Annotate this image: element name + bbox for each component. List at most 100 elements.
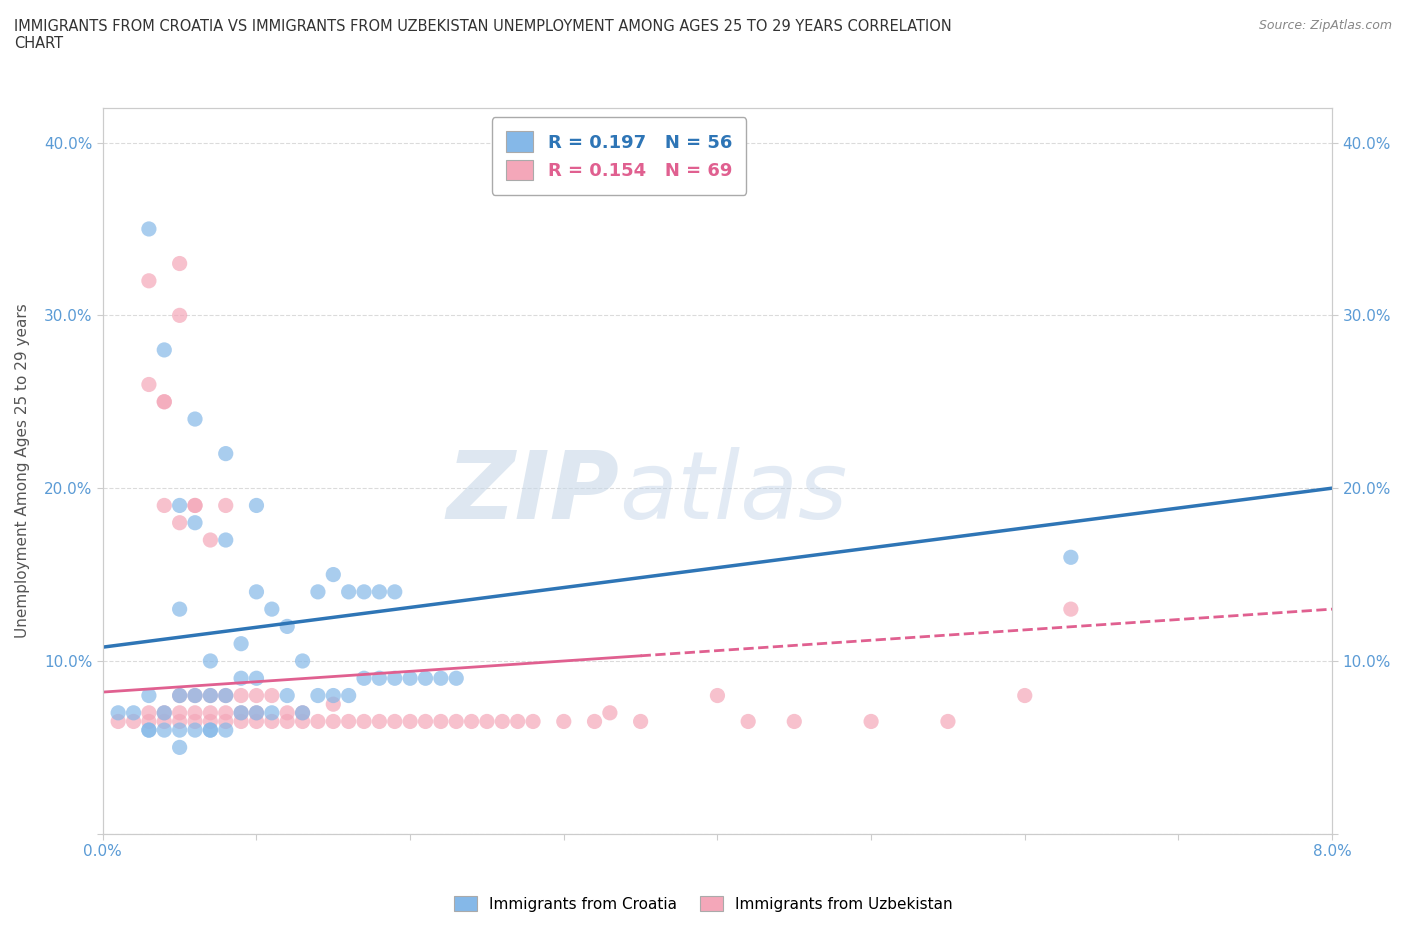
Y-axis label: Unemployment Among Ages 25 to 29 years: Unemployment Among Ages 25 to 29 years (15, 303, 30, 638)
Point (215, 498, 238, 512)
Point (169, 705, 191, 720)
Point (184, 515, 207, 530)
Point (229, 671, 252, 685)
Point (384, 671, 406, 685)
Point (353, 671, 375, 685)
Point (291, 714, 314, 729)
Point (184, 688, 207, 703)
Point (107, 705, 129, 720)
Point (337, 584, 360, 599)
Point (200, 705, 222, 720)
Point (291, 654, 314, 669)
Point (153, 705, 176, 720)
Point (307, 714, 329, 729)
Point (491, 714, 513, 729)
Point (430, 671, 453, 685)
Point (184, 688, 207, 703)
Point (245, 705, 267, 720)
Point (245, 714, 267, 729)
Point (138, 714, 160, 729)
Point (122, 705, 145, 720)
Point (368, 714, 391, 729)
Point (138, 221, 160, 236)
Point (184, 498, 207, 512)
Point (384, 584, 406, 599)
Point (276, 688, 298, 703)
Point (245, 705, 267, 720)
Point (399, 714, 422, 729)
Point (169, 308, 191, 323)
Point (399, 671, 422, 685)
Point (169, 714, 191, 729)
Point (415, 714, 437, 729)
Point (138, 273, 160, 288)
Point (444, 671, 467, 685)
Point (184, 723, 207, 737)
Point (138, 723, 160, 737)
Point (860, 714, 883, 729)
Point (215, 446, 238, 461)
Point (307, 688, 329, 703)
Point (153, 723, 176, 737)
Text: ZIP: ZIP (446, 446, 619, 538)
Point (215, 688, 238, 703)
Text: Source: ZipAtlas.com: Source: ZipAtlas.com (1258, 19, 1392, 32)
Point (169, 256, 191, 271)
Point (184, 498, 207, 512)
Text: IMMIGRANTS FROM CROATIA VS IMMIGRANTS FROM UZBEKISTAN UNEMPLOYMENT AMONG AGES 25: IMMIGRANTS FROM CROATIA VS IMMIGRANTS FR… (14, 19, 952, 51)
Point (291, 705, 314, 720)
Point (291, 705, 314, 720)
Point (184, 705, 207, 720)
Point (200, 688, 222, 703)
Point (737, 714, 759, 729)
Point (153, 394, 176, 409)
Point (215, 705, 238, 720)
Point (200, 654, 222, 669)
Point (229, 705, 252, 720)
Point (599, 705, 621, 720)
Point (153, 342, 176, 357)
Point (1014, 688, 1036, 703)
Point (260, 688, 283, 703)
Point (337, 714, 360, 729)
Point (200, 533, 222, 548)
Point (169, 740, 191, 755)
Point (415, 671, 437, 685)
Point (169, 723, 191, 737)
Point (122, 714, 145, 729)
Point (229, 714, 252, 729)
Point (368, 671, 391, 685)
Point (276, 714, 298, 729)
Legend: R = 0.197   N = 56, R = 0.154   N = 69: R = 0.197 N = 56, R = 0.154 N = 69 (492, 117, 747, 195)
Point (184, 714, 207, 729)
Point (169, 498, 191, 512)
Point (229, 688, 252, 703)
Point (184, 412, 207, 427)
Point (506, 714, 529, 729)
Point (384, 714, 406, 729)
Point (460, 714, 482, 729)
Point (322, 697, 344, 711)
Point (353, 714, 375, 729)
Point (138, 688, 160, 703)
Point (444, 714, 467, 729)
Point (215, 723, 238, 737)
Point (229, 636, 252, 651)
Legend: Immigrants from Croatia, Immigrants from Uzbekistan: Immigrants from Croatia, Immigrants from… (447, 889, 959, 918)
Point (475, 714, 498, 729)
Point (200, 723, 222, 737)
Point (215, 714, 238, 729)
Point (1060, 550, 1083, 565)
Point (200, 723, 222, 737)
Point (276, 619, 298, 634)
Point (260, 714, 283, 729)
Point (936, 714, 959, 729)
Point (138, 377, 160, 392)
Point (153, 498, 176, 512)
Point (169, 515, 191, 530)
Point (337, 688, 360, 703)
Point (169, 602, 191, 617)
Point (260, 705, 283, 720)
Point (153, 705, 176, 720)
Point (138, 705, 160, 720)
